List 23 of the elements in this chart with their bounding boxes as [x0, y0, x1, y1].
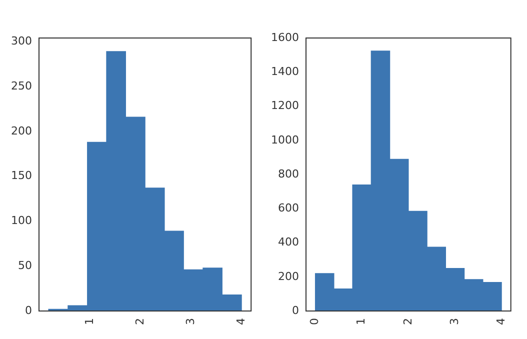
y-tick-label: 1600 [270, 31, 299, 44]
x-tick-label: 4 [494, 318, 508, 325]
y-tick-label: 150 [10, 169, 32, 182]
x-tick-label: 3 [448, 318, 461, 325]
x-tick-label: 2 [134, 318, 147, 325]
y-tick-label: 100 [10, 214, 32, 228]
x-tick-label: 0 [308, 318, 322, 325]
y-tick-label: 50 [18, 258, 32, 272]
x-tick-label: 1 [354, 318, 368, 325]
y-tick-label: 800 [278, 167, 299, 180]
y-tick-label: 200 [278, 270, 299, 283]
y-tick-label: 600 [278, 202, 299, 215]
x-tick-label: 3 [184, 318, 198, 325]
y-tick-label: 1400 [270, 65, 299, 78]
y-tick-label: 1000 [270, 133, 299, 146]
y-tick-label: 300 [10, 34, 32, 48]
y-tick-label: 1200 [270, 99, 299, 112]
x-tick-label: 1 [83, 318, 96, 325]
x-tick-label: 4 [234, 318, 248, 325]
y-tick-label: 250 [10, 79, 32, 92]
y-tick-label: 400 [278, 236, 299, 249]
x-tick-label: 2 [401, 318, 414, 325]
y-tick-label: 200 [10, 124, 32, 138]
